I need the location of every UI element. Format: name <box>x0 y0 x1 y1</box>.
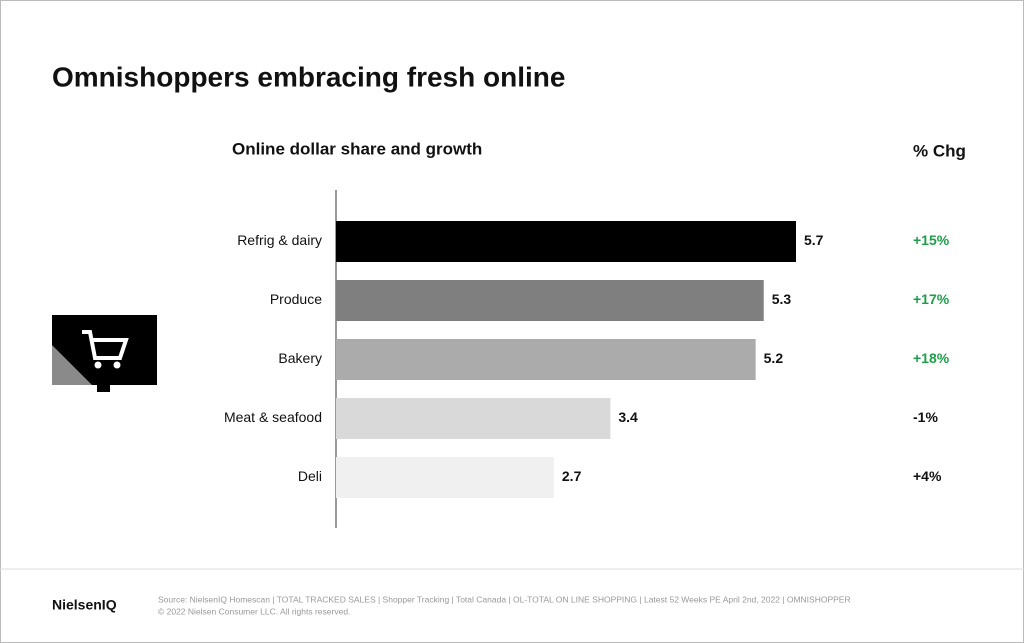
change-label: +15% <box>913 232 950 248</box>
category-label: Produce <box>270 291 322 307</box>
change-header: % Chg <box>913 141 966 160</box>
change-label: +4% <box>913 468 942 484</box>
value-label: 3.4 <box>618 409 638 425</box>
category-label: Bakery <box>278 350 322 366</box>
bar <box>336 221 796 262</box>
category-label: Meat & seafood <box>224 409 322 425</box>
bar <box>336 339 756 380</box>
value-label: 2.7 <box>562 468 582 484</box>
bar <box>336 280 764 321</box>
category-label: Refrig & dairy <box>237 232 322 248</box>
value-label: 5.3 <box>772 291 792 307</box>
cart-icon <box>52 315 157 392</box>
source-note: Source: NielsenIQ Homescan | TOTAL TRACK… <box>158 594 851 604</box>
change-label: -1% <box>913 409 938 425</box>
change-label: +18% <box>913 350 950 366</box>
change-label: +17% <box>913 291 950 307</box>
chart-subtitle: Online dollar share and growth <box>232 139 482 158</box>
value-label: 5.7 <box>804 232 824 248</box>
value-label: 5.2 <box>764 350 784 366</box>
logo: NielsenIQ <box>52 597 117 613</box>
category-label: Deli <box>298 468 322 484</box>
chart-title: Omnishoppers embracing fresh online <box>52 61 565 92</box>
bar <box>336 398 611 439</box>
copyright: © 2022 Nielsen Consumer LLC. All rights … <box>158 606 350 616</box>
bar <box>336 457 554 498</box>
